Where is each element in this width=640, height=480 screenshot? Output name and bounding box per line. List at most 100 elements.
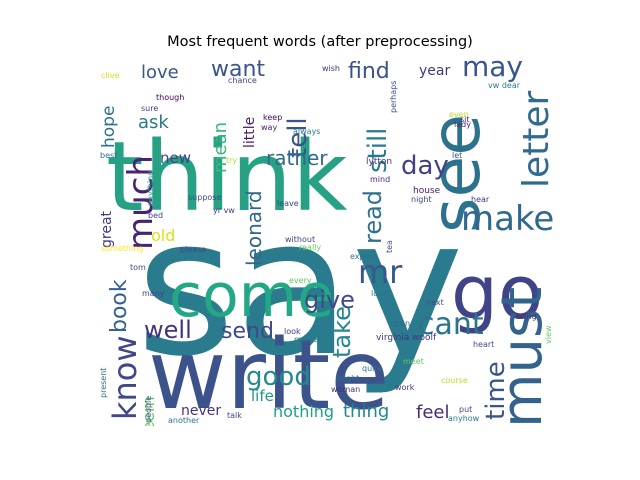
word-leave: leave <box>277 199 299 208</box>
word-view: view <box>544 325 553 344</box>
word-many: many <box>142 289 165 298</box>
word-go: go <box>451 250 543 336</box>
word-come: come <box>169 261 334 331</box>
word-sure: sure <box>141 104 158 113</box>
word-well: well <box>144 316 192 344</box>
word-cloud: say think write go see come must letter much make… <box>96 58 554 426</box>
word-great: great <box>99 210 115 248</box>
word-best: best <box>100 151 117 160</box>
word-send: send <box>221 319 274 344</box>
word-love: love <box>141 62 179 83</box>
word-write: write <box>148 319 389 426</box>
chart-title: Most frequent words (after preprocessing… <box>167 34 473 50</box>
word-feel: feel <box>416 402 450 423</box>
word-time: time <box>481 361 511 420</box>
word-bed: bed <box>148 211 163 220</box>
word-leonard: leonard <box>242 190 266 266</box>
word-chance: chance <box>228 76 257 85</box>
word-way: way <box>261 123 277 132</box>
word-quite: quite <box>362 364 383 373</box>
word-life: life <box>251 387 274 405</box>
word-hope: hope <box>99 106 119 148</box>
word-meet: meet <box>403 357 424 366</box>
word-tom: tom <box>130 263 146 272</box>
word-present: present <box>99 368 108 398</box>
word-nothing: nothing <box>273 402 334 421</box>
word-book: book <box>107 279 132 333</box>
word-might: might <box>336 374 359 383</box>
word-try: try <box>226 156 237 165</box>
word-though: though <box>156 93 184 102</box>
word-people: people <box>144 396 153 423</box>
word-sit: sit <box>460 115 470 124</box>
word-next: next <box>426 298 444 307</box>
word-cant: cant <box>418 307 484 342</box>
word-find: find <box>348 59 390 84</box>
word-yr-vw: yr vw <box>213 206 235 215</box>
word-think: think <box>106 121 348 233</box>
word-without: without <box>285 235 315 244</box>
word-new: new <box>160 149 191 167</box>
word-seem: seem <box>139 396 158 426</box>
word-night: night <box>411 195 432 204</box>
word-every: every <box>289 276 312 285</box>
word-house: house <box>413 186 441 196</box>
word-read: read <box>359 190 387 244</box>
word-wish: wish <box>322 64 340 73</box>
word-long: long <box>371 289 388 298</box>
word-mean: mean <box>210 122 231 173</box>
word-mind: mind <box>370 175 390 184</box>
word-heart: heart <box>473 340 494 349</box>
word-tea: tea <box>385 240 394 253</box>
word-suppose: suppose <box>188 193 221 202</box>
word-expect: expect <box>350 252 377 261</box>
word-even: even <box>449 110 469 119</box>
word-another: another <box>168 416 200 425</box>
word-much: much <box>121 155 161 250</box>
word-year: year <box>419 63 450 79</box>
word-matter: matter <box>294 335 322 344</box>
word-little: little <box>242 117 258 148</box>
word-lytton: lytton <box>366 157 392 167</box>
word-see: see <box>417 114 496 233</box>
word-perhaps: perhaps <box>389 81 398 113</box>
word-give: give <box>304 286 355 314</box>
word-clive: clive <box>101 71 120 80</box>
word-make: make <box>461 199 554 239</box>
word-letter: letter <box>516 90 554 188</box>
word-must: must <box>490 287 554 426</box>
word-mr: mr <box>358 253 403 291</box>
word-keep: keep <box>263 113 282 122</box>
word-bring: bring <box>516 312 537 321</box>
word-upon: upon <box>390 319 410 328</box>
word-work: work <box>395 383 415 392</box>
word-take: take <box>328 306 356 358</box>
word-vw-dear: vw dear <box>488 81 521 90</box>
word-thing: thing <box>343 401 389 422</box>
word-look: look <box>284 327 301 336</box>
word-always: always <box>293 127 320 136</box>
word-rather: rather <box>266 146 328 170</box>
word-please: please <box>180 245 206 254</box>
word-put: put <box>459 405 472 414</box>
word-let: let <box>452 151 462 160</box>
word-say: say <box>136 177 464 398</box>
word-know: know <box>106 335 144 420</box>
word-anything: anything <box>146 171 155 206</box>
word-woman: woman <box>331 385 360 394</box>
word-really: really <box>299 243 321 252</box>
word-course: course <box>441 376 468 385</box>
word-talk: talk <box>227 411 242 420</box>
word-day: day <box>401 151 449 181</box>
word-lady: lady <box>454 120 471 129</box>
word-old: old <box>151 226 175 245</box>
word-good: good <box>246 362 311 392</box>
word-never: never <box>181 403 221 419</box>
word-may: may <box>462 58 523 83</box>
word-something: something <box>101 244 143 253</box>
word-hear: hear <box>471 195 490 204</box>
word-anyhow: anyhow <box>448 414 480 423</box>
word-tell: tell <box>283 117 313 158</box>
word-virginia-woolf: virginia woolf <box>376 333 437 343</box>
